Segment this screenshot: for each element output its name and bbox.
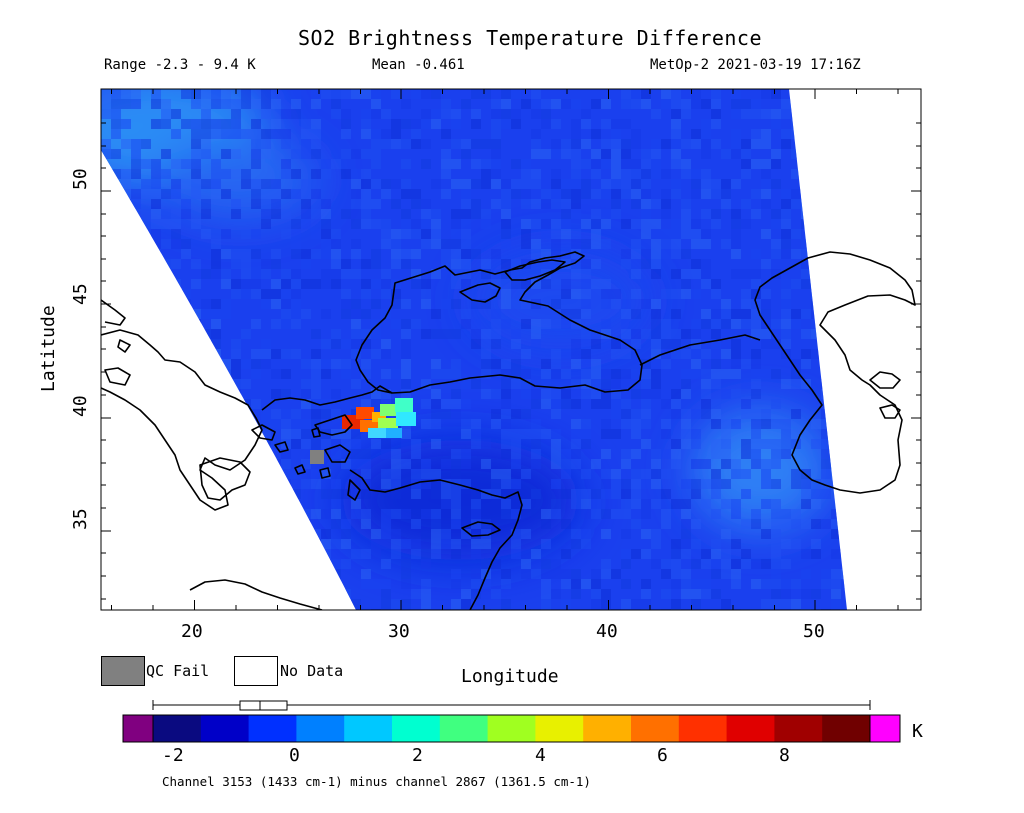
colorbar-tick-label: 6 bbox=[657, 745, 668, 766]
x-tick-label: 50 bbox=[803, 621, 825, 642]
colorbar-cell bbox=[678, 715, 728, 742]
colorbar-cell bbox=[153, 715, 202, 742]
colorbar-cell bbox=[583, 715, 632, 742]
x-axis-label: Longitude bbox=[461, 666, 559, 687]
colorbar-tick-label: 8 bbox=[779, 745, 790, 766]
satellite-time-text: MetOp-2 2021-03-19 17:16Z bbox=[650, 57, 861, 73]
so2-plume bbox=[310, 398, 416, 464]
colorbar-cell bbox=[200, 715, 250, 742]
colorbar-tick-label: 0 bbox=[289, 745, 300, 766]
mean-text: Mean -0.461 bbox=[372, 57, 465, 73]
colorbar-cell bbox=[248, 715, 297, 742]
range-text: Range -2.3 - 9.4 K bbox=[104, 57, 256, 73]
colorbar-cell bbox=[822, 715, 871, 742]
colorbar-tick-label: 4 bbox=[535, 745, 546, 766]
colorbar-cell bbox=[535, 715, 584, 742]
colorbar-tick-label: 2 bbox=[412, 745, 423, 766]
colorbar-cell bbox=[439, 715, 489, 742]
x-tick-label: 20 bbox=[181, 621, 203, 642]
colorbar-cell bbox=[344, 715, 393, 742]
colorbar-cell bbox=[631, 715, 680, 742]
coastlines bbox=[101, 251, 916, 610]
colorbar-cell bbox=[487, 715, 536, 742]
colorbar-cell bbox=[726, 715, 775, 742]
no-data-swatch bbox=[234, 656, 278, 686]
no-data-label: No Data bbox=[280, 662, 344, 680]
colorbar-cell bbox=[392, 715, 441, 742]
colorbar-cell bbox=[774, 715, 823, 742]
colorbar-under bbox=[122, 714, 154, 743]
x-tick-label: 30 bbox=[388, 621, 410, 642]
colorbar-over bbox=[869, 714, 901, 743]
qc-fail-label: QC Fail bbox=[146, 662, 210, 680]
colorbar-cell bbox=[296, 715, 345, 742]
distribution-boxplot bbox=[152, 700, 871, 711]
map-title: SO2 Brightness Temperature Difference bbox=[298, 26, 763, 50]
colorbar-tick-label: -2 bbox=[162, 745, 184, 766]
axis-ticks bbox=[101, 89, 921, 610]
channel-caption: Channel 3153 (1433 cm-1) minus channel 2… bbox=[162, 774, 591, 789]
x-tick-label: 40 bbox=[596, 621, 618, 642]
colorbar-unit: K bbox=[912, 721, 923, 742]
qc-fail-swatch bbox=[101, 656, 145, 686]
